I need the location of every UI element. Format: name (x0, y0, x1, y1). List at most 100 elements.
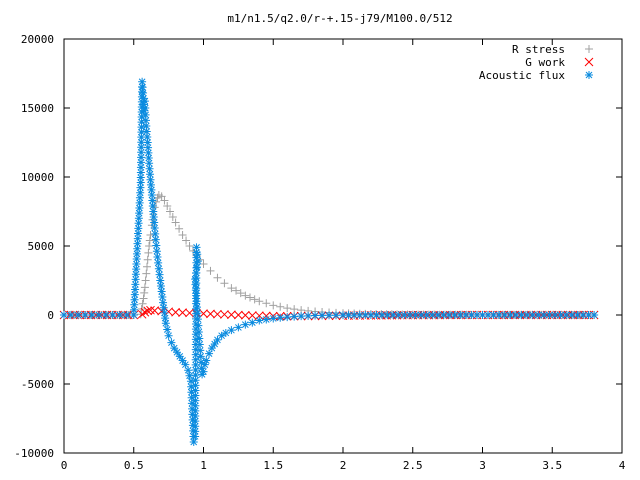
data-point (158, 293, 167, 302)
data-point (350, 311, 359, 320)
data-point (150, 218, 159, 227)
data-point (192, 263, 201, 272)
data-point (181, 360, 190, 369)
data-point (150, 224, 159, 233)
data-point (194, 328, 203, 337)
data-point (182, 236, 191, 245)
data-point (150, 306, 160, 315)
data-point (450, 311, 459, 319)
data-point (192, 258, 201, 267)
data-point (523, 311, 532, 319)
data-point (157, 287, 166, 296)
data-point (192, 291, 201, 300)
data-point (221, 328, 230, 337)
data-point (187, 388, 196, 397)
data-point (143, 306, 153, 316)
data-point (584, 311, 593, 319)
data-point (141, 276, 150, 285)
data-point (192, 243, 201, 252)
data-point (276, 313, 285, 322)
data-point (417, 311, 426, 319)
data-point (189, 432, 198, 441)
data-point (187, 399, 196, 408)
data-point (130, 300, 139, 309)
data-point (144, 148, 153, 157)
data-point (217, 331, 226, 340)
data-point (159, 303, 168, 312)
data-point (205, 349, 214, 358)
data-point (130, 290, 139, 299)
data-point (250, 295, 259, 304)
data-point (139, 88, 148, 97)
data-point (191, 381, 200, 390)
data-point (197, 358, 206, 367)
data-point (130, 305, 139, 314)
data-point (146, 175, 155, 184)
data-point (213, 273, 222, 282)
data-point (184, 366, 193, 375)
data-point (154, 264, 163, 273)
data-point (156, 282, 165, 291)
data-point (484, 311, 493, 319)
data-point (445, 311, 454, 319)
data-point (147, 185, 156, 194)
data-point (189, 246, 198, 255)
data-point (134, 214, 143, 223)
data-point (137, 92, 146, 101)
data-point (185, 242, 194, 250)
data-point (140, 283, 149, 292)
data-point (573, 311, 582, 319)
data-point (191, 422, 200, 431)
data-point (168, 213, 177, 222)
data-point (115, 311, 124, 319)
data-point (143, 262, 152, 271)
data-point (155, 270, 164, 279)
data-point (332, 311, 341, 320)
data-point (132, 249, 141, 258)
data-point (192, 248, 201, 257)
data-point (188, 421, 197, 430)
data-point (144, 248, 153, 257)
data-point (472, 311, 481, 319)
data-point (154, 258, 163, 267)
legend-label: Acoustic flux (479, 69, 565, 82)
data-point (191, 406, 200, 415)
data-point (478, 311, 487, 319)
data-point (191, 345, 200, 354)
legend-label: G work (525, 56, 565, 69)
data-point (135, 198, 144, 207)
data-point (191, 320, 200, 329)
data-point (149, 207, 158, 216)
data-point (556, 311, 565, 319)
data-point (167, 338, 176, 347)
data-point (135, 203, 144, 212)
data-point (163, 201, 172, 210)
data-point (433, 311, 442, 319)
data-point (191, 427, 200, 436)
data-point (145, 242, 154, 250)
x-tick-label: 2 (340, 459, 347, 472)
data-point (151, 235, 160, 244)
data-point (227, 310, 236, 320)
data-point (489, 311, 498, 319)
data-point (344, 311, 353, 320)
data-point (131, 280, 140, 289)
data-point (191, 412, 200, 421)
data-point (151, 229, 160, 238)
data-point (145, 236, 154, 245)
data-point (134, 219, 143, 228)
data-point (383, 311, 392, 319)
data-point (194, 321, 203, 330)
data-point (136, 163, 145, 172)
data-point (172, 348, 181, 357)
data-point (148, 196, 157, 205)
data-point (175, 352, 184, 361)
data-point (220, 310, 229, 319)
x-tick-label: 1.5 (263, 459, 283, 472)
data-point (157, 192, 166, 201)
data-point (339, 311, 347, 320)
data-point (142, 269, 151, 278)
data-point (234, 310, 243, 320)
data-point (461, 311, 470, 319)
data-point (325, 311, 334, 320)
